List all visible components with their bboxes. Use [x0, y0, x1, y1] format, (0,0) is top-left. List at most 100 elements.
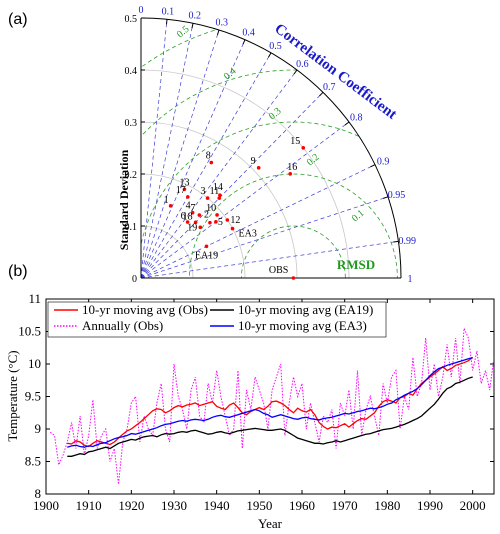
legend-label-obs-annual: Annually (Obs) — [82, 318, 163, 333]
taylor-point-label-1: 1 — [164, 195, 169, 206]
y-axis-label: Temperature (°C) — [5, 350, 20, 441]
taylor-point-label-7: 7 — [190, 203, 195, 214]
corr-ray-3 — [140, 29, 220, 279]
taylor-ylabel: Standard Deviation — [117, 150, 131, 251]
taylor-point-16 — [288, 172, 293, 176]
taylor-point-17 — [186, 195, 190, 199]
corr-tick-6 — [293, 69, 298, 75]
corr-tick-9 — [370, 164, 376, 168]
taylor-point-label-14: 14 — [213, 182, 223, 193]
taylor-point-label-17: 17 — [176, 185, 186, 196]
panel-label-a: (a) — [8, 11, 28, 28]
taylor-point-2 — [208, 220, 212, 225]
corr-tick-label-0: 0 — [139, 5, 144, 16]
taylor-point-label-2: 2 — [204, 210, 209, 221]
taylor-point-11 — [217, 196, 222, 200]
x-tick-label-9: 1990 — [417, 498, 443, 513]
y-tick-label-6: 11 — [28, 291, 41, 306]
corr-tick-label-3: 0.3 — [215, 17, 228, 28]
x-tick-label-2: 1920 — [118, 498, 144, 513]
std-grid-arc-2 — [140, 121, 298, 279]
panel-label-b: (b) — [8, 263, 28, 280]
taylor-point-10 — [215, 213, 219, 217]
taylor-point-label-13: 13 — [179, 177, 189, 188]
corr-ray-10 — [140, 196, 389, 279]
taylor-point-label-9: 9 — [251, 156, 256, 167]
corr-tick-label-4: 0.4 — [242, 27, 255, 38]
series-line-ea3-ma — [67, 356, 473, 448]
corr-ray-7 — [140, 92, 324, 279]
taylor-point-label-10: 10 — [206, 203, 216, 214]
corr-tick-label-6: 0.6 — [296, 59, 309, 70]
taylor-point-18 — [193, 220, 198, 225]
rmsd-tick-label-4: 0.5 — [175, 24, 192, 40]
y-tick-label-4: 10 — [28, 356, 41, 371]
taylor-point-19 — [198, 225, 203, 230]
series-line-obs-ma — [67, 356, 474, 448]
y-tick-label-3: 9.5 — [25, 389, 41, 404]
corr-tick-label-11: 0.99 — [399, 236, 417, 247]
series-line-obs-annual — [49, 328, 494, 485]
taylor-point-label-4: 4 — [186, 201, 191, 212]
taylor-point-1 — [168, 204, 173, 208]
std-tick-label-3: 0.3 — [125, 118, 138, 129]
rmsd-arc-4 — [141, 18, 401, 278]
corr-tick-label-9: 0.9 — [377, 157, 390, 168]
corr-ray-8 — [140, 121, 350, 279]
taylor-point-ea3 — [230, 226, 235, 231]
corr-axis-title: Correlation Coefficient — [271, 21, 399, 123]
taylor-point-obs — [291, 276, 296, 280]
rmsd-tick-label-2: 0.3 — [267, 106, 284, 122]
x-tick-label-1: 1910 — [76, 498, 102, 513]
x-tick-label-6: 1960 — [289, 498, 315, 513]
taylor-point-label-12: 12 — [230, 215, 240, 226]
legend-label-ea19-ma: 10-yr moving avg (EA19) — [238, 302, 373, 317]
y-tick-label-0: 8 — [35, 486, 42, 501]
temperature-timeseries-chart: (b)1900 1910 1920 1930 1940 1950 1960 1970 1980 1… — [5, 263, 495, 531]
std-tick-label-2: 0.2 — [125, 170, 138, 181]
taylor-point-label-18: 18 — [183, 211, 193, 222]
taylor-point-14 — [218, 193, 222, 197]
corr-ray-2 — [140, 23, 194, 279]
taylor-point-label-19: 19 — [187, 222, 197, 233]
taylor-point-label-11: 11 — [210, 186, 220, 197]
corr-tick-label-2: 0.2 — [189, 10, 202, 21]
taylor-point-label-8: 8 — [206, 151, 211, 162]
corr-ray-5 — [140, 52, 272, 279]
corr-tick-11 — [393, 240, 399, 243]
corr-tick-5 — [268, 52, 272, 58]
x-tick-label-0: 1900 — [33, 498, 59, 513]
taylor-point-5 — [214, 220, 218, 224]
taylor-point-13 — [182, 187, 187, 192]
legend-label-obs-ma: 10-yr moving avg (Obs) — [82, 302, 208, 317]
std-grid-arc-0 — [140, 225, 194, 279]
taylor-diagram: (a)0.10.20.30.40.500.10.20.30.40.50 0.1 0.… — [8, 5, 417, 285]
series-line-ea19-ma — [67, 376, 473, 457]
taylor-point-8 — [209, 160, 214, 165]
rmsd-tick-label-1: 0.2 — [305, 152, 322, 168]
corr-ray-9 — [140, 164, 376, 279]
rmsd-arcs — [141, 18, 401, 278]
y-tick-label-5: 10.5 — [18, 324, 41, 339]
corr-tick-1 — [166, 19, 168, 25]
corr-ray-11 — [140, 240, 399, 279]
taylor-point-7 — [197, 213, 202, 217]
corr-ray-6 — [140, 69, 298, 279]
corr-tick-2 — [191, 23, 194, 29]
corr-tick-3 — [217, 29, 220, 35]
taylor-point-label-ea19: EA19 — [195, 250, 218, 261]
corr-tick-label-1: 0.1 — [162, 6, 175, 17]
taylor-point-9 — [256, 166, 261, 170]
x-axis-label: Year — [258, 516, 283, 531]
corr-tick-label-8: 0.8 — [350, 113, 363, 124]
y-tick-label-1: 8.5 — [25, 454, 41, 469]
std-grid-arc-1 — [140, 173, 246, 279]
std-tick-label-0: 0 — [132, 274, 137, 285]
taylor-point-4 — [190, 210, 195, 215]
corr-tick-label-10: 0.95 — [388, 190, 406, 201]
rmsd-tick-label-0: 0.1 — [350, 208, 367, 224]
taylor-point-ea19 — [204, 244, 209, 249]
std-tick-label-5: 0.5 — [125, 14, 138, 25]
taylor-outer-arc — [140, 17, 402, 279]
taylor-point-label-15: 15 — [290, 136, 300, 147]
